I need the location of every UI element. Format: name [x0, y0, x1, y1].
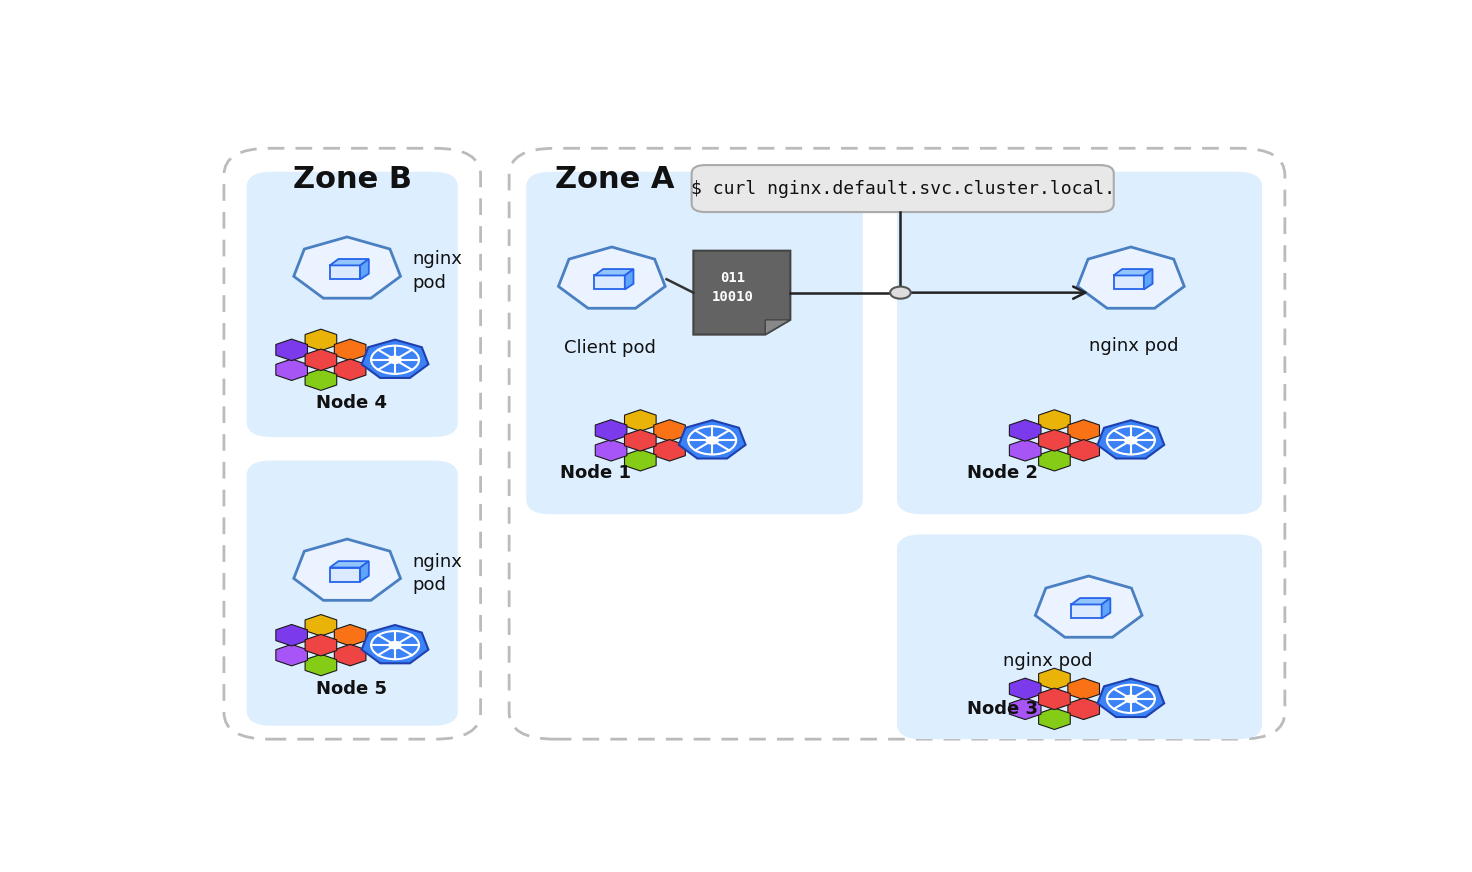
Text: nginx pod: nginx pod — [1089, 337, 1178, 356]
Polygon shape — [1101, 598, 1110, 618]
FancyBboxPatch shape — [247, 172, 458, 437]
Polygon shape — [595, 276, 624, 290]
Polygon shape — [362, 625, 428, 664]
Circle shape — [707, 437, 718, 444]
Polygon shape — [679, 420, 745, 459]
Polygon shape — [361, 259, 369, 279]
Polygon shape — [330, 568, 361, 582]
Polygon shape — [595, 269, 633, 276]
Text: $ curl nginx.default.svc.cluster.local.: $ curl nginx.default.svc.cluster.local. — [690, 180, 1114, 198]
Text: 011
10010: 011 10010 — [712, 270, 754, 304]
Polygon shape — [1098, 420, 1164, 459]
Text: Client pod: Client pod — [564, 338, 655, 357]
PathPatch shape — [693, 250, 790, 335]
Polygon shape — [330, 259, 369, 265]
FancyBboxPatch shape — [247, 460, 458, 726]
Text: Node 2: Node 2 — [967, 464, 1038, 481]
Polygon shape — [1072, 604, 1101, 618]
Polygon shape — [1113, 269, 1153, 276]
Text: nginx
pod: nginx pod — [412, 250, 462, 292]
Polygon shape — [1035, 576, 1142, 637]
Circle shape — [1125, 437, 1136, 444]
FancyBboxPatch shape — [896, 535, 1262, 739]
Text: Node 1: Node 1 — [561, 464, 631, 481]
Polygon shape — [624, 269, 633, 290]
FancyBboxPatch shape — [692, 165, 1114, 212]
Polygon shape — [330, 265, 361, 279]
Polygon shape — [362, 339, 428, 378]
Polygon shape — [294, 237, 400, 298]
Polygon shape — [1098, 678, 1164, 717]
FancyBboxPatch shape — [527, 172, 863, 514]
Text: Node 5: Node 5 — [316, 680, 387, 698]
Circle shape — [891, 287, 911, 299]
Text: nginx pod: nginx pod — [1002, 651, 1092, 670]
Polygon shape — [361, 562, 369, 582]
PathPatch shape — [765, 320, 790, 335]
Circle shape — [389, 356, 402, 364]
Polygon shape — [558, 247, 665, 308]
Polygon shape — [294, 539, 400, 600]
Polygon shape — [330, 562, 369, 568]
Text: Node 4: Node 4 — [316, 394, 387, 412]
Text: nginx
pod: nginx pod — [412, 553, 462, 594]
Text: Zone A: Zone A — [555, 165, 674, 194]
FancyBboxPatch shape — [896, 172, 1262, 514]
Polygon shape — [1072, 598, 1110, 604]
Circle shape — [389, 642, 402, 649]
Circle shape — [1125, 695, 1136, 703]
Text: Zone B: Zone B — [293, 165, 412, 194]
Polygon shape — [1078, 247, 1185, 308]
Polygon shape — [1144, 269, 1153, 290]
Text: Node 3: Node 3 — [967, 700, 1038, 718]
Polygon shape — [1113, 276, 1144, 290]
